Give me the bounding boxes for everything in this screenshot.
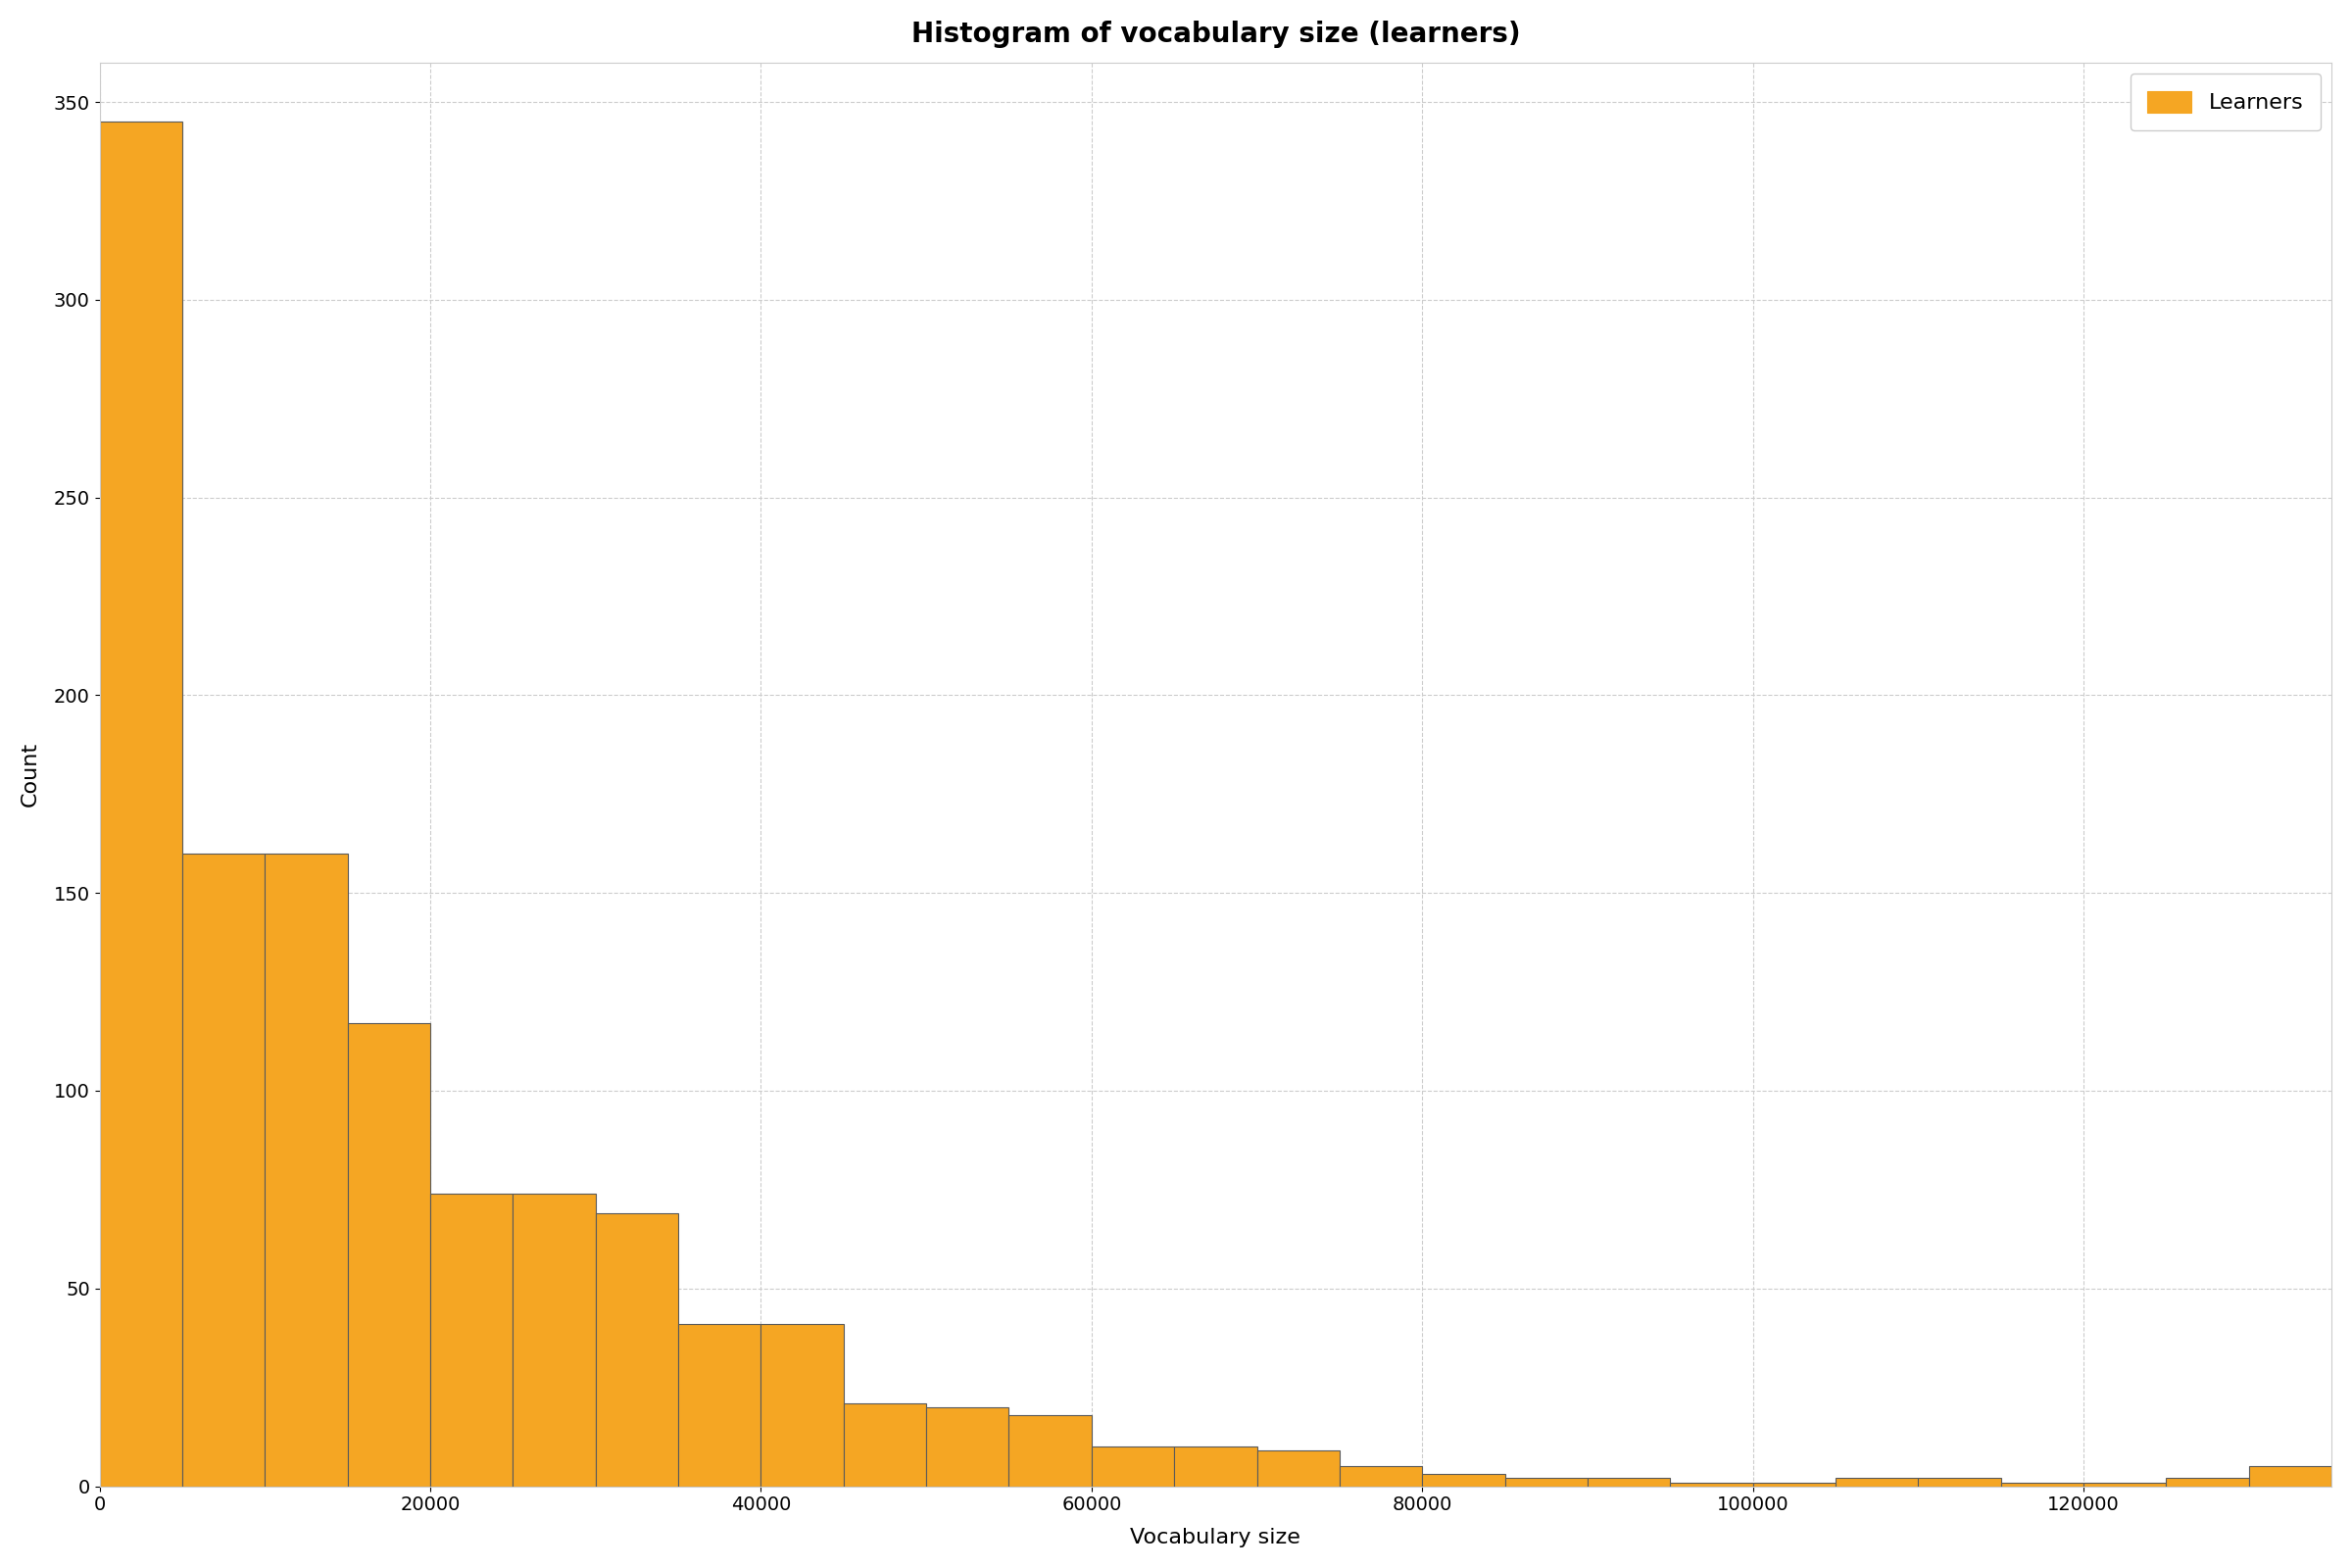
Bar bbox=[2002, 1482, 2084, 1486]
Bar bbox=[844, 1403, 927, 1486]
Bar bbox=[181, 853, 266, 1486]
X-axis label: Vocabulary size: Vocabulary size bbox=[1131, 1527, 1301, 1548]
Bar bbox=[99, 122, 181, 1486]
Bar bbox=[1091, 1447, 1174, 1486]
Bar bbox=[1341, 1466, 1423, 1486]
Bar bbox=[1919, 1479, 2002, 1486]
Bar bbox=[2249, 1466, 2331, 1486]
Bar bbox=[513, 1193, 595, 1486]
Bar bbox=[1256, 1450, 1341, 1486]
Bar bbox=[2166, 1479, 2249, 1486]
Bar bbox=[2331, 1474, 2352, 1486]
Legend: Learners: Learners bbox=[2131, 74, 2321, 130]
Bar bbox=[1670, 1482, 1752, 1486]
Bar bbox=[677, 1323, 762, 1486]
Y-axis label: Count: Count bbox=[21, 742, 40, 806]
Bar bbox=[348, 1024, 430, 1486]
Bar bbox=[1752, 1482, 1835, 1486]
Bar bbox=[927, 1406, 1009, 1486]
Bar bbox=[1423, 1474, 1505, 1486]
Bar bbox=[266, 853, 348, 1486]
Title: Histogram of vocabulary size (learners): Histogram of vocabulary size (learners) bbox=[910, 20, 1519, 49]
Bar bbox=[1588, 1479, 1670, 1486]
Bar bbox=[762, 1323, 844, 1486]
Bar bbox=[1835, 1479, 1919, 1486]
Bar bbox=[1174, 1447, 1256, 1486]
Bar bbox=[430, 1193, 513, 1486]
Bar bbox=[2084, 1482, 2166, 1486]
Bar bbox=[1505, 1479, 1588, 1486]
Bar bbox=[595, 1214, 677, 1486]
Bar bbox=[1009, 1414, 1091, 1486]
